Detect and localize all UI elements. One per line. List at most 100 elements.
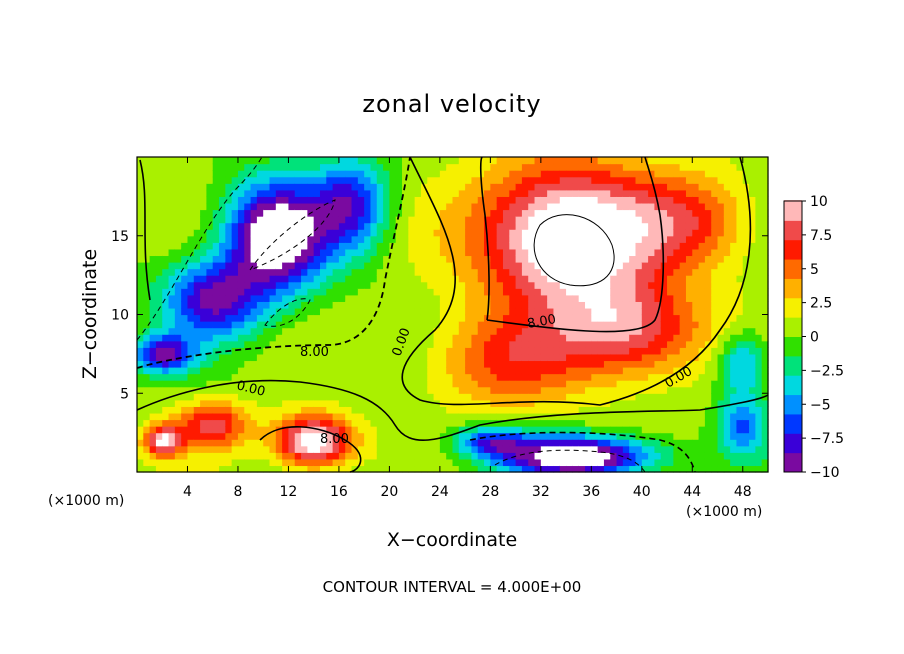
heatmap-cell [370, 242, 378, 250]
heatmap-cell [338, 419, 346, 427]
heatmap-cell [452, 340, 460, 348]
heatmap-cell [263, 327, 271, 335]
heatmap-cell [219, 360, 226, 368]
heatmap-cell [547, 301, 555, 309]
heatmap-cell [465, 229, 473, 237]
heatmap-cell [458, 209, 466, 217]
heatmap-cell [395, 439, 403, 447]
heatmap-cell [572, 255, 580, 263]
heatmap-cell [742, 235, 750, 243]
heatmap-cell [370, 373, 378, 381]
heatmap-cell [660, 340, 668, 348]
heatmap-cell [162, 334, 170, 342]
heatmap-cell [465, 189, 473, 197]
heatmap-cell [528, 465, 536, 473]
heatmap-cell [648, 367, 656, 375]
heatmap-cell [521, 268, 529, 276]
heatmap-cell [559, 386, 567, 394]
heatmap-cell [679, 268, 687, 276]
heatmap-cell [730, 222, 738, 230]
heatmap-cell [648, 170, 656, 178]
heatmap-cell [225, 216, 233, 224]
heatmap-cell [755, 419, 763, 427]
heatmap-cell [730, 419, 738, 427]
heatmap-cell [698, 439, 706, 447]
colorbar-swatch [784, 394, 802, 415]
heatmap-cell [641, 393, 649, 401]
heatmap-cell [193, 183, 201, 191]
heatmap-cell [143, 281, 151, 289]
heatmap-cell [206, 412, 214, 421]
heatmap-cell [465, 170, 473, 178]
heatmap-cell [206, 334, 214, 342]
heatmap-cell [408, 262, 416, 270]
heatmap-cell [635, 163, 643, 171]
heatmap-cell [572, 183, 580, 191]
heatmap-cell [294, 268, 302, 276]
heatmap-cell [370, 235, 378, 243]
heatmap-cell [301, 209, 308, 217]
heatmap-cell [667, 275, 674, 283]
heatmap-cell [225, 275, 233, 283]
heatmap-cell [212, 347, 220, 355]
heatmap-cell [168, 412, 176, 421]
heatmap-cell [212, 393, 220, 401]
heatmap-cell [452, 458, 460, 467]
heatmap-cell [370, 189, 378, 197]
heatmap-cell [231, 393, 239, 401]
heatmap-cell [521, 439, 529, 447]
heatmap-cell [742, 445, 750, 453]
heatmap-cell [660, 360, 668, 368]
heatmap-cell [585, 419, 592, 427]
heatmap-cell [635, 327, 643, 335]
heatmap-cell [458, 216, 466, 224]
heatmap-cell [225, 327, 233, 335]
heatmap-cell [711, 235, 719, 243]
heatmap-cell [648, 301, 656, 309]
heatmap-cell [332, 347, 340, 355]
heatmap-cell [597, 445, 605, 453]
heatmap-cell [200, 439, 208, 447]
heatmap-cell [206, 393, 214, 401]
heatmap-cell [307, 288, 315, 296]
heatmap-cell [357, 399, 365, 407]
heatmap-cell [559, 275, 567, 283]
heatmap-cell [376, 157, 384, 165]
heatmap-cell [465, 307, 473, 316]
heatmap-cell [162, 301, 170, 309]
heatmap-cell [458, 229, 466, 237]
heatmap-cell [496, 163, 504, 171]
heatmap-cell [559, 412, 567, 421]
heatmap-cell [465, 176, 473, 184]
heatmap-cell [288, 314, 296, 322]
heatmap-cell [616, 321, 624, 329]
heatmap-cell [187, 157, 195, 165]
heatmap-cell [294, 281, 302, 289]
heatmap-cell [749, 202, 756, 211]
heatmap-cell [402, 426, 409, 434]
heatmap-cell [200, 399, 208, 407]
x-tick-label: 48 [734, 484, 752, 500]
heatmap-cell [446, 327, 454, 335]
heatmap-cell [736, 176, 744, 184]
heatmap-cell [591, 353, 599, 362]
heatmap-cell [496, 373, 504, 381]
heatmap-cell [458, 458, 466, 467]
heatmap-cell [616, 281, 624, 289]
heatmap-cell [427, 327, 435, 335]
heatmap-cell [717, 216, 725, 224]
heatmap-cell [685, 202, 693, 211]
heatmap-cell [370, 445, 378, 453]
heatmap-cell [345, 294, 353, 302]
heatmap-cell [490, 262, 498, 270]
heatmap-cell [736, 452, 744, 460]
heatmap-cell [502, 465, 510, 473]
heatmap-cell [446, 458, 454, 467]
heatmap-cell [294, 294, 302, 302]
heatmap-cell [212, 216, 220, 224]
colorbar-swatch [784, 200, 802, 206]
heatmap-cell [206, 340, 214, 348]
heatmap-cell [395, 235, 403, 243]
heatmap-cell [685, 373, 693, 381]
heatmap-cell [294, 340, 302, 348]
